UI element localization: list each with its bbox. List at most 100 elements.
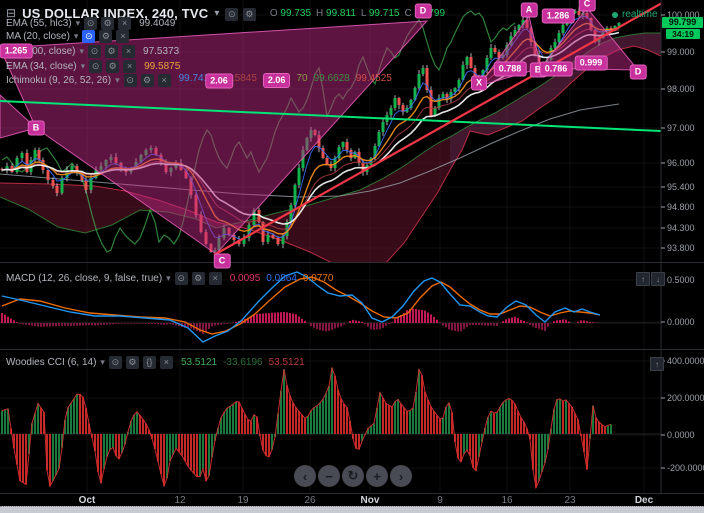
close-icon[interactable]: × (123, 60, 137, 73)
indicator-row-4: Ichimoku (9, 26, 52, 26) ▾ ⊙ ⚙ × 99.7410 99.58… (6, 73, 392, 88)
point-badge-c: C (578, 0, 596, 12)
chevron-down-icon[interactable]: ▾ (214, 7, 220, 19)
ratio-badge-1.286: 1.286 (541, 8, 575, 24)
gear-icon[interactable]: ⚙ (242, 8, 256, 21)
indicator-label: Ichimoku (9, 26, 52, 26) (6, 75, 112, 86)
axis-price-label: 400.0000 (667, 356, 704, 366)
zoom-out-button[interactable]: − (318, 465, 340, 487)
indicator-value: -33.6196 (223, 357, 263, 368)
close-icon[interactable]: × (118, 17, 132, 30)
indicator-value: 0.0095 (229, 273, 261, 284)
indicator-row-1: MA (20, close) ▾ ⊙ ⚙ × (6, 30, 137, 43)
indicator-label: MA (200, close) (6, 46, 76, 57)
chevron-down-icon[interactable]: ▾ (75, 18, 81, 28)
point-badge-a: A (520, 2, 538, 18)
point-badge-d: D (414, 3, 432, 19)
ratio-badge-0.999: 0.999 (574, 55, 608, 71)
reset-view-button[interactable]: ↻ (342, 465, 364, 487)
axis-time-label: Nov (360, 495, 380, 506)
ratio-badge-0.786: 0.786 (539, 61, 573, 77)
point-badge-x: X (470, 75, 488, 91)
axis-time-label: 9 (437, 495, 443, 506)
realtime-dot-icon (612, 11, 618, 18)
indicator-value: 99.4049 (139, 18, 176, 29)
eye-icon[interactable]: ⊙ (174, 272, 188, 285)
eye-icon[interactable]: ⊙ (108, 356, 122, 369)
close-icon[interactable]: × (159, 356, 173, 369)
eye-icon[interactable]: ⊙ (225, 8, 239, 21)
indicator-label: EMA (34, close) (6, 61, 77, 72)
axis-time-label: 12 (174, 495, 186, 506)
bar-countdown-badge: 34:19 (666, 29, 700, 39)
axis-price-label: 94.300 (667, 223, 695, 233)
indicator-value: 99.5845 (220, 73, 257, 84)
chevron-down-icon[interactable]: ▾ (79, 46, 85, 56)
indicator-value: 70 (296, 73, 308, 84)
indicator-values: 53.5121 -33.6196 53.5121 (181, 357, 305, 368)
eye-icon[interactable]: ⊙ (84, 17, 98, 30)
symbol-title[interactable]: US DOLLAR INDEX, 240, TVC (22, 5, 209, 21)
gear-icon[interactable]: ⚙ (106, 60, 120, 73)
ohlc-l: L 99.715 (360, 7, 400, 19)
axis-price-label: 98.000 (667, 84, 695, 94)
scroll-left-button[interactable]: ‹ (294, 465, 316, 487)
indicator-value: 99.4525 (355, 73, 392, 84)
axis-time-label: 19 (237, 495, 249, 506)
collapse-panel-icon[interactable]: ⊟ (6, 6, 17, 20)
axis-time-label: 16 (501, 495, 513, 506)
indicator-row-0: EMA (55, hlc3) ▾ ⊙ ⚙ × 99.4049 (6, 17, 175, 30)
ratio-badge: 2.06 (262, 73, 291, 88)
macd-header-scale-button[interactable]: ↓ (651, 272, 665, 286)
indicator-label: MA (20, close) (6, 31, 70, 42)
eye-icon[interactable]: ⊙ (123, 74, 137, 87)
zoom-in-button[interactable]: + (366, 465, 388, 487)
cci-header-scale-button[interactable]: ↑ (650, 357, 664, 371)
cci-header: Woodies CCI (6, 14) ▾ ⊙ ⚙{} × 53.5121 -33.6196… (6, 356, 305, 369)
indicator-values: 97.5373 (143, 46, 179, 57)
chevron-down-icon[interactable]: ▾ (73, 31, 79, 41)
gear-icon[interactable]: ⚙ (125, 356, 139, 369)
axis-price-label: 200.0000 (667, 393, 704, 403)
axis-price-label: 0.5000 (667, 275, 695, 285)
macd-header: MACD (12, 26, close, 9, false, true) ▾ ⊙ ⚙ ×… (6, 272, 333, 285)
chevron-down-icon[interactable]: ▾ (80, 61, 86, 71)
gear-icon[interactable]: ⚙ (105, 45, 119, 58)
realtime-label: realtime (622, 9, 658, 20)
macd-header-scale-button[interactable]: ↑ (636, 272, 650, 286)
eye-icon[interactable]: ⊙ (88, 45, 102, 58)
chevron-down-icon[interactable]: ▾ (115, 75, 120, 85)
indicator-value: 99.7410 (178, 73, 215, 84)
axis-price-label: 0.0000 (667, 317, 695, 327)
gear-icon[interactable]: ⚙ (101, 17, 115, 30)
axis-price-label: 95.400 (667, 182, 695, 192)
gear-icon[interactable]: ⚙ (140, 74, 154, 87)
indicator-label: EMA (55, hlc3) (6, 18, 72, 29)
chevron-down-icon[interactable]: ▾ (100, 357, 105, 367)
indicator-value: 99.6628 (313, 73, 350, 84)
axis-time-label: Oct (78, 495, 96, 506)
chevron-down-icon[interactable]: ▾ (166, 273, 171, 283)
axis-price-label: -200.0000 (667, 463, 704, 473)
last-price-badge: 99.799 (662, 17, 703, 28)
close-icon[interactable]: × (157, 74, 171, 87)
close-icon[interactable]: × (122, 45, 136, 58)
gear-icon[interactable]: ⚙ (99, 30, 113, 43)
source-code-icon[interactable]: {} (142, 356, 156, 369)
ratio-badge: 1.265 (0, 43, 33, 59)
axis-price-label: 0.0000 (667, 430, 695, 440)
eye-icon[interactable]: ⊙ (89, 60, 103, 73)
indicator-value: 53.5121 (180, 357, 218, 368)
indicator-values: 99.5875 (144, 61, 180, 72)
close-icon[interactable]: × (208, 272, 222, 285)
eye-icon[interactable]: ⊙ (82, 30, 96, 43)
ratio-badge-0.788: 0.788 (493, 61, 527, 77)
gear-icon[interactable]: ⚙ (191, 272, 205, 285)
axis-time-label: 23 (564, 495, 576, 506)
close-icon[interactable]: × (116, 30, 130, 43)
point-badge-b: B (27, 120, 45, 136)
axis-price-label: 99.000 (667, 47, 695, 57)
axis-price-label: 97.000 (667, 123, 695, 133)
scroll-right-button[interactable]: › (390, 465, 412, 487)
ohlc-h: H 99.811 (316, 7, 356, 19)
